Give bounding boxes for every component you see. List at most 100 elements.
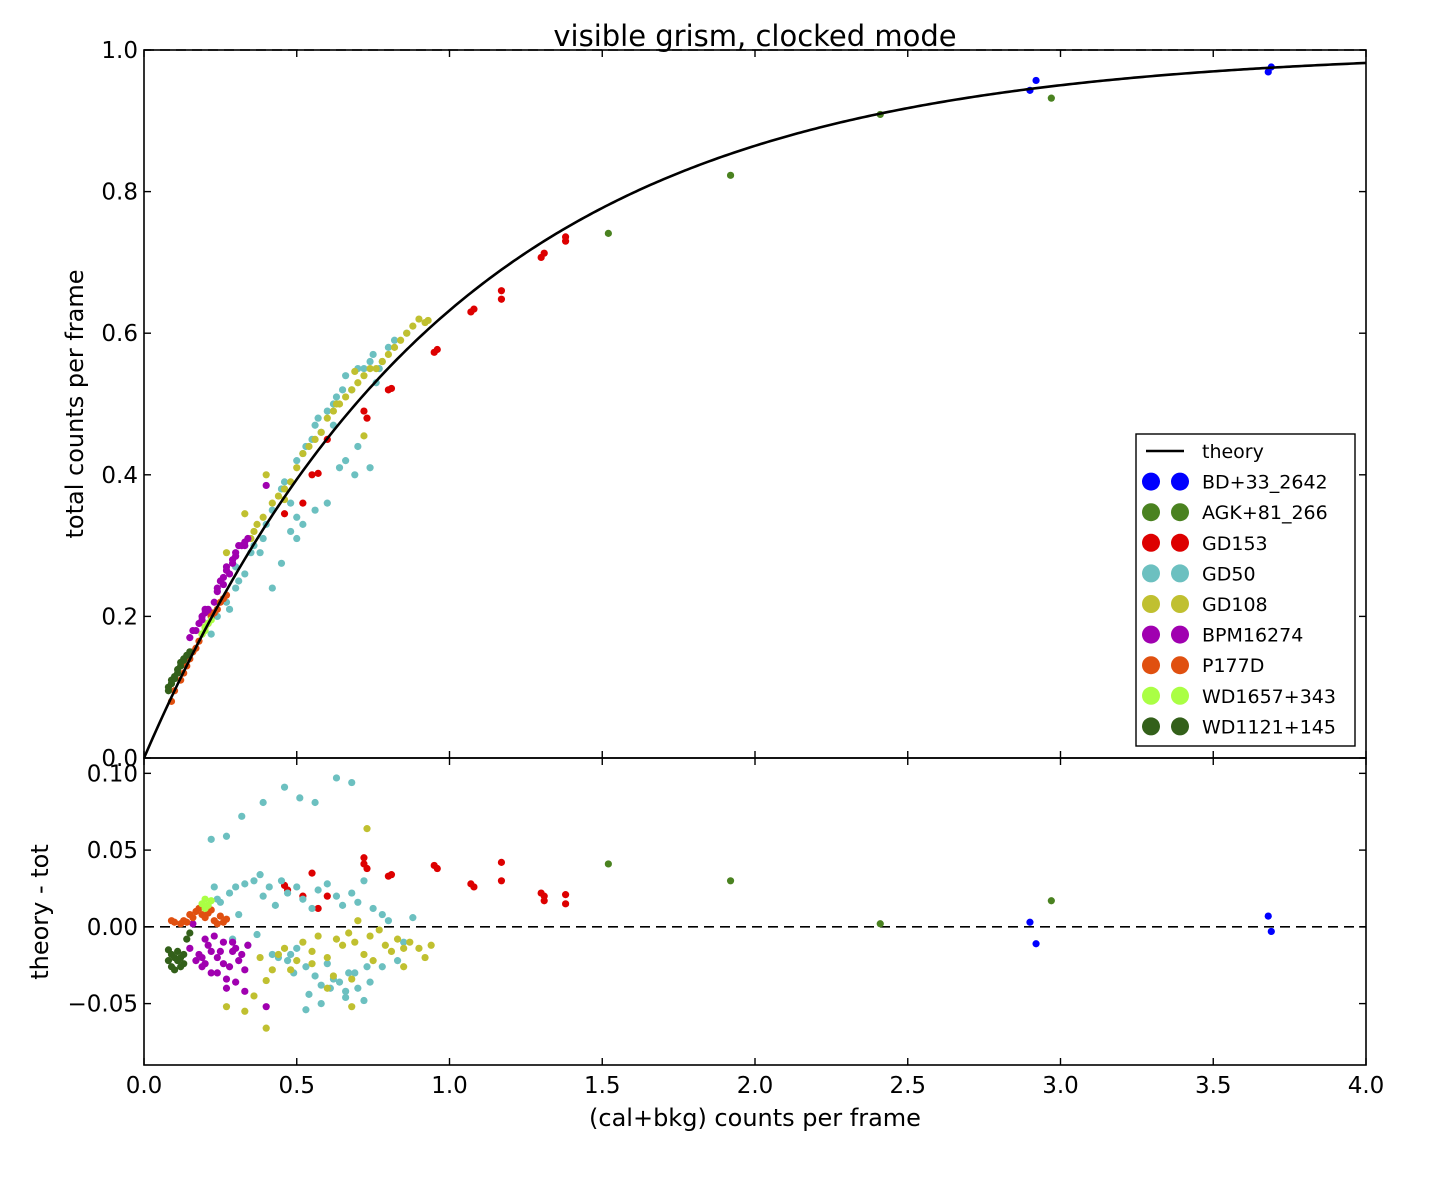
residual-point — [170, 966, 179, 974]
residual-point — [369, 957, 377, 965]
residual-point — [299, 938, 307, 946]
data-point — [198, 612, 206, 621]
residual-point — [308, 869, 316, 877]
residual-point — [268, 950, 276, 959]
legend-marker — [1171, 717, 1189, 736]
residual-point — [186, 929, 194, 937]
residual-point — [222, 984, 231, 992]
residual-point — [213, 920, 221, 928]
y-tick-label: 0.0 — [101, 746, 138, 772]
residual-point — [216, 898, 224, 906]
legend-marker — [1142, 533, 1160, 552]
residual-point — [302, 1006, 310, 1014]
residual-point — [415, 944, 423, 952]
y-tick-label: 0.10 — [87, 761, 138, 787]
data-point — [360, 407, 368, 415]
residual-point — [393, 957, 402, 965]
data-point — [256, 549, 264, 557]
residual-point — [271, 901, 279, 909]
residual-point — [393, 935, 402, 943]
legend-marker — [1171, 503, 1189, 522]
residual-point — [235, 957, 243, 965]
residual-point — [183, 935, 191, 943]
data-point — [299, 449, 307, 458]
data-point — [268, 584, 276, 592]
residual-point — [207, 835, 215, 843]
legend-marker — [1171, 686, 1189, 705]
residual-point — [180, 950, 188, 959]
residual-point — [342, 987, 350, 995]
residual-point — [308, 947, 316, 956]
data-point — [305, 442, 313, 451]
y-tick-label: 0.8 — [101, 180, 138, 206]
residual-point — [189, 920, 197, 928]
residual-point — [323, 953, 331, 962]
x-axis-label: (cal+bkg) counts per frame — [589, 1104, 921, 1132]
legend-label: P177D — [1202, 655, 1264, 677]
legend-marker — [1171, 472, 1189, 491]
legend-marker — [1171, 564, 1189, 583]
residual-point — [332, 892, 341, 900]
residual-point — [222, 832, 231, 840]
y-tick-label: 0.00 — [87, 915, 138, 941]
residual-point — [354, 898, 362, 906]
x-tick-label: 3.5 — [1195, 1073, 1232, 1099]
residual-point — [198, 953, 206, 962]
data-point — [219, 580, 228, 589]
residual-point — [308, 904, 316, 913]
residual-point — [293, 957, 301, 965]
residual-point — [192, 957, 200, 965]
residual-point — [293, 944, 301, 952]
residual-point — [497, 858, 506, 866]
residual-panel-frame — [143, 757, 1367, 1066]
residual-point — [210, 883, 218, 891]
residual-point — [213, 969, 221, 977]
residual-y-axis-label: theory - tot — [26, 844, 54, 980]
chart-title: visible grism, clocked mode — [553, 19, 956, 53]
data-point — [409, 322, 417, 330]
residual-point — [189, 914, 197, 922]
data-point — [415, 315, 423, 323]
residual-point — [222, 975, 231, 983]
residual-point — [311, 798, 319, 807]
legend-marker — [1142, 717, 1160, 736]
residual-point — [561, 891, 570, 899]
residual-point — [262, 1024, 270, 1032]
residual-point — [238, 812, 246, 820]
residual-point — [323, 960, 331, 968]
residual-point — [1026, 918, 1034, 926]
data-point — [403, 329, 411, 337]
data-point — [348, 386, 356, 394]
data-point — [232, 584, 240, 592]
data-point — [262, 471, 270, 479]
y-tick-label: 0.2 — [101, 604, 138, 630]
legend-label: WD1121+145 — [1202, 716, 1336, 738]
residual-point — [299, 895, 307, 903]
residual-point — [283, 889, 292, 897]
residual-point — [421, 953, 429, 962]
data-point — [1047, 94, 1055, 102]
data-point — [360, 365, 368, 373]
legend-label: BD+33_2642 — [1202, 472, 1328, 494]
residual-point — [253, 930, 261, 939]
residual-point — [332, 935, 341, 943]
residual-point — [314, 904, 322, 913]
residual-point — [274, 950, 283, 959]
residual-point — [1267, 927, 1275, 936]
data-point — [323, 414, 331, 422]
legend-marker — [1142, 503, 1160, 522]
x-tick-label: 1.5 — [584, 1073, 621, 1099]
residual-point — [174, 947, 182, 956]
residual-point — [225, 889, 234, 897]
data-point — [274, 492, 283, 500]
data-point — [222, 566, 231, 574]
data-point — [259, 534, 267, 543]
residual-point — [314, 886, 322, 894]
residual-point — [219, 938, 228, 946]
legend-marker — [1171, 595, 1189, 613]
residual-point — [283, 957, 292, 965]
residual-point — [241, 880, 249, 888]
data-point — [232, 552, 240, 560]
